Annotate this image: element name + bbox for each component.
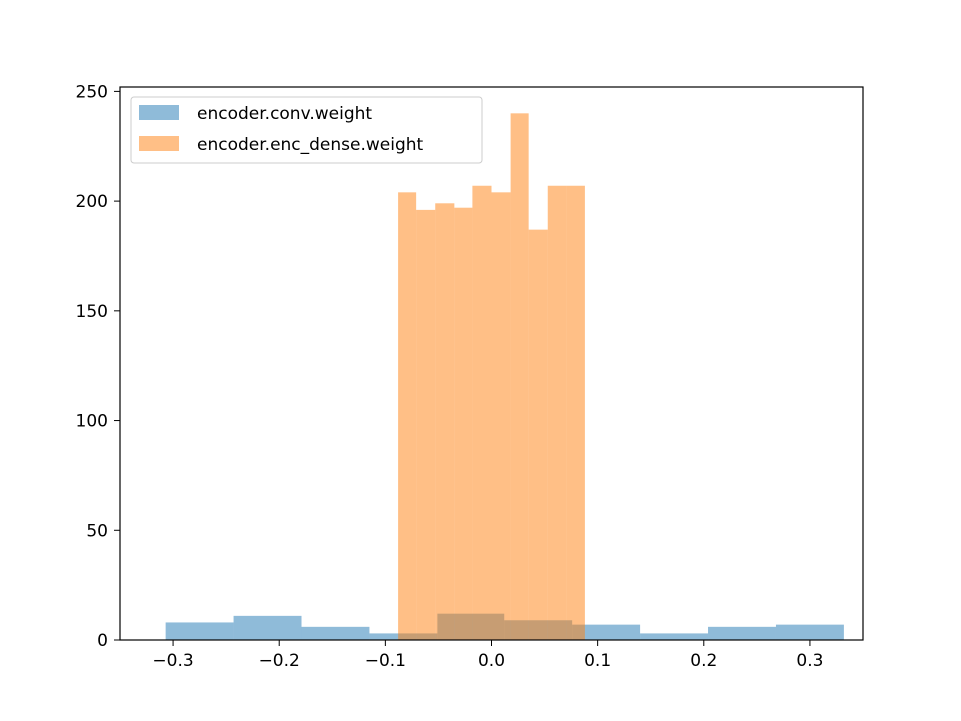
bar-encoder-conv-weight-6 [572, 624, 641, 640]
x-tick-label: 0.1 [584, 651, 611, 671]
bar-encoder-enc-dense-weight-1 [416, 209, 436, 640]
bar-encoder-conv-weight-1 [233, 615, 302, 640]
bar-encoder-enc-dense-weight-5 [491, 192, 511, 641]
bar-encoder-conv-weight-2 [301, 626, 370, 640]
x-axis: −0.3 −0.2 −0.1 0.0 0.1 0.2 0.3 [152, 640, 823, 671]
y-tick-label: 50 [86, 521, 108, 541]
bar-encoder-conv-weight-9 [775, 624, 844, 640]
y-axis: 0 50 100 150 200 250 [76, 82, 120, 651]
legend-box [130, 96, 483, 164]
y-tick-label: 250 [76, 82, 108, 102]
legend-swatch-encoder-enc-dense [139, 136, 179, 151]
bar-encoder-conv-weight-8 [708, 626, 776, 640]
bar-encoder-enc-dense-weight-7 [528, 229, 548, 640]
y-tick-label: 200 [76, 192, 108, 212]
bar-encoder-enc-dense-weight-3 [454, 207, 473, 640]
legend: encoder.conv.weight encoder.enc_dense.we… [130, 96, 483, 164]
bars-layer [165, 113, 844, 641]
x-tick-label: −0.3 [152, 651, 193, 671]
y-tick-label: 0 [97, 631, 108, 651]
legend-label-encoder-conv: encoder.conv.weight [197, 104, 372, 124]
x-tick-label: 0.2 [690, 651, 717, 671]
x-tick-label: −0.2 [259, 651, 300, 671]
legend-label-encoder-enc-dense: encoder.enc_dense.weight [197, 135, 424, 155]
x-tick-label: −0.1 [365, 651, 406, 671]
x-tick-label: 0.3 [796, 651, 823, 671]
bar-encoder-enc-dense-weight-4 [472, 185, 492, 640]
x-tick-label: 0.0 [478, 651, 505, 671]
bar-encoder-conv-weight-0 [165, 622, 234, 640]
bar-encoder-enc-dense-weight-2 [435, 203, 455, 641]
bar-encoder-enc-dense-weight-0 [398, 192, 417, 641]
y-tick-label: 150 [76, 302, 108, 322]
legend-swatch-encoder-conv [139, 105, 179, 120]
y-tick-label: 100 [76, 412, 108, 432]
bar-encoder-enc-dense-weight-8 [547, 185, 567, 640]
bar-encoder-conv-weight-7 [640, 633, 709, 640]
bar-encoder-enc-dense-weight-9 [566, 185, 585, 640]
bar-encoder-enc-dense-weight-6 [510, 113, 529, 641]
